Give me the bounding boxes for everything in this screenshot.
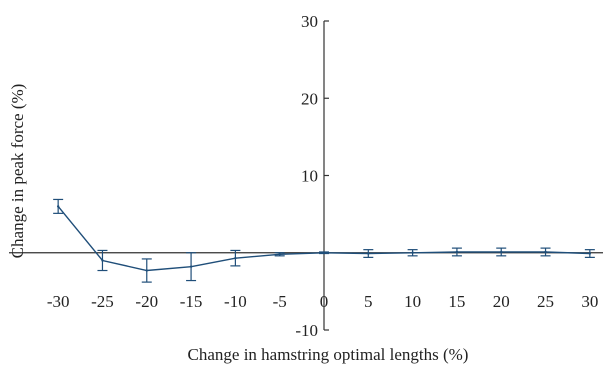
x-tick-label: -30 (47, 292, 70, 311)
x-tick-label: -20 (135, 292, 158, 311)
x-tick-label: 20 (493, 292, 510, 311)
data-point (544, 250, 547, 254)
data-point (500, 250, 503, 254)
x-tick-label: 10 (404, 292, 421, 311)
x-tick-label: -15 (180, 292, 203, 311)
data-point (455, 250, 459, 254)
data-point (322, 251, 326, 254)
x-tick-label: -10 (224, 292, 247, 311)
x-tick-label: -25 (91, 292, 114, 311)
data-point (56, 205, 60, 208)
x-tick-label: 0 (320, 292, 329, 311)
x-tick-label: -5 (273, 292, 287, 311)
x-axis-label: Change in hamstring optimal lengths (%) (188, 345, 469, 364)
data-point (145, 269, 148, 272)
data-point (588, 252, 592, 255)
y-tick-label: 20 (301, 89, 318, 108)
y-tick-label: -10 (295, 321, 318, 340)
data-point (234, 256, 237, 260)
data-point (411, 251, 414, 254)
series-layer (53, 198, 595, 283)
x-tick-label: 15 (448, 292, 465, 311)
axes: -10 10 20 30 -30 -25 -20 -15 -10 -5 0 5 10 15 20 25 30 (9, 12, 603, 340)
data-point (101, 259, 104, 262)
x-tick-label: 25 (537, 292, 554, 311)
y-axis-label: Change in peak force (%) (8, 84, 27, 259)
x-tick-label: 30 (581, 292, 598, 311)
data-point (278, 253, 281, 256)
data-point (189, 265, 193, 268)
data-point (367, 252, 370, 255)
x-tick-label: 5 (364, 292, 373, 311)
y-tick-label: 10 (301, 167, 318, 186)
y-tick-label: 30 (301, 12, 318, 31)
